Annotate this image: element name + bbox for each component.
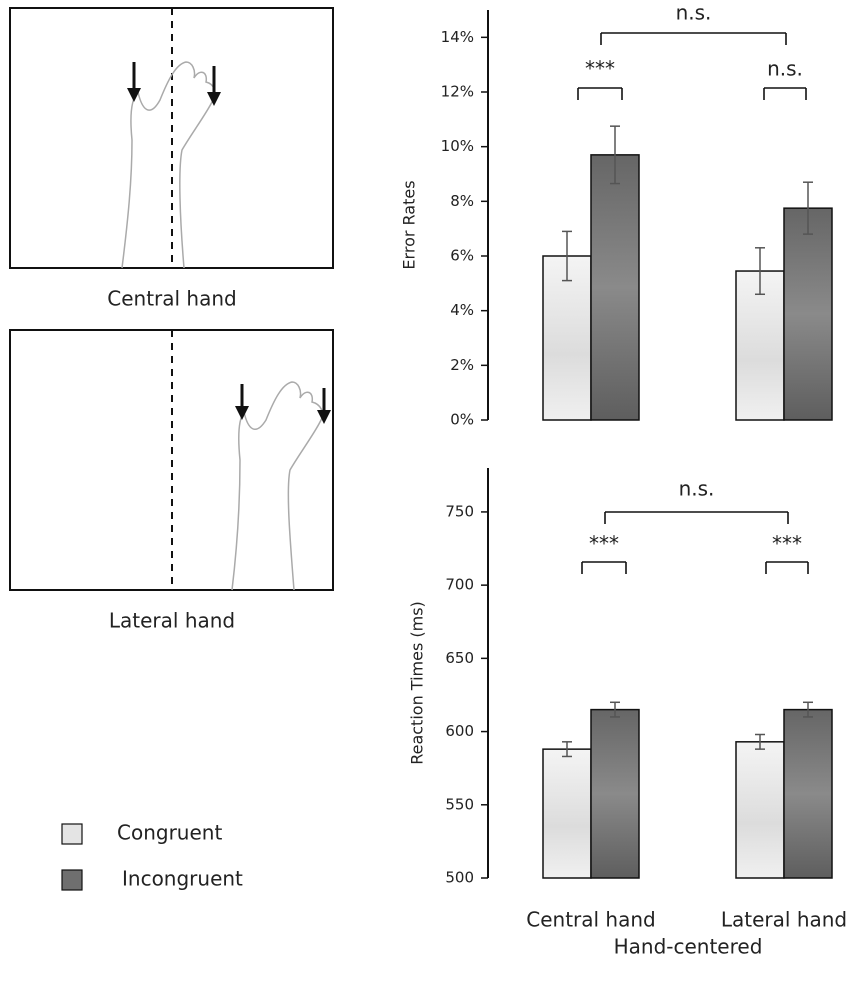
y-tick-label: 0%: [450, 411, 474, 429]
y-tick-label: 8%: [450, 192, 474, 210]
y-tick-label: 10%: [441, 137, 474, 155]
y-tick-label: 650: [445, 649, 474, 667]
bar: [783, 207, 833, 421]
annotation: ***: [585, 57, 615, 81]
panel-central: Central hand: [9, 7, 334, 311]
bar: [590, 154, 640, 421]
legend-swatch: [61, 869, 83, 891]
panel-lateral: Lateral hand: [9, 329, 334, 633]
x-axis-label: Hand-centered: [614, 935, 763, 959]
y-tick-label: 600: [445, 722, 474, 740]
bar: [735, 741, 785, 879]
annotation: n.s.: [679, 477, 715, 501]
y-tick-label: 14%: [441, 28, 474, 46]
y-axis-label: Reaction Times (ms): [408, 601, 427, 765]
error-bar: [755, 733, 765, 750]
error-bar: [562, 741, 572, 758]
bar: [590, 708, 640, 879]
annotation: n.s.: [767, 57, 803, 81]
y-tick-label: 4%: [450, 301, 474, 319]
error-bar: [755, 247, 765, 296]
x-tick-label: Central hand: [526, 908, 655, 932]
panel-label: Central hand: [107, 287, 236, 311]
y-tick-label: 700: [445, 576, 474, 594]
panel-label: Lateral hand: [109, 609, 235, 633]
y-tick-label: 12%: [441, 83, 474, 101]
legend-label: Congruent: [117, 821, 222, 845]
bar: [542, 255, 592, 421]
legend-label: Incongruent: [122, 867, 243, 891]
bar: [783, 708, 833, 879]
y-tick-label: 6%: [450, 247, 474, 265]
legend-swatch: [61, 823, 83, 845]
bar: [542, 748, 592, 879]
error-bar: [803, 701, 813, 718]
y-tick-label: 500: [445, 869, 474, 887]
y-tick-label: 2%: [450, 356, 474, 374]
error-bar: [610, 701, 620, 718]
annotation: ***: [589, 532, 619, 556]
y-axis-label: Error Rates: [400, 180, 419, 269]
error-bar: [610, 125, 620, 185]
annotation: n.s.: [676, 1, 712, 25]
bar: [735, 270, 785, 421]
y-tick-label: 550: [445, 795, 474, 813]
y-tick-label: 750: [445, 502, 474, 520]
annotation: ***: [772, 532, 802, 556]
error-bar: [803, 181, 813, 235]
x-tick-label: Lateral hand: [721, 908, 847, 932]
error-bar: [562, 230, 572, 282]
